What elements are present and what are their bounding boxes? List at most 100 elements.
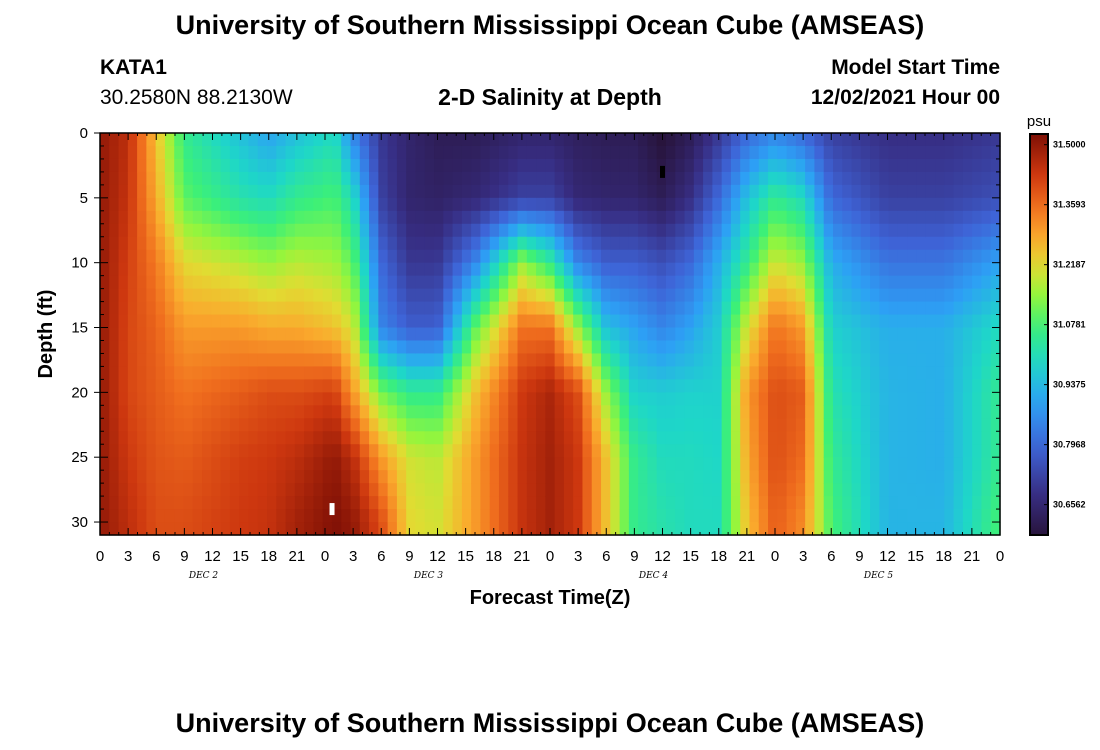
heatmap-cell: [406, 483, 417, 497]
heatmap-cell: [118, 197, 129, 212]
heatmap-cell: [768, 171, 778, 186]
heatmap-cell: [137, 262, 147, 277]
heatmap-cell: [424, 496, 435, 510]
heatmap-cell: [870, 314, 880, 329]
heatmap-cell: [554, 405, 565, 419]
heatmap-cell: [897, 379, 908, 393]
heatmap-cell: [304, 509, 314, 523]
heatmap-cell: [749, 366, 760, 380]
heatmap-cell: [573, 379, 584, 393]
heatmap-cell: [962, 405, 973, 419]
heatmap-cell: [239, 262, 250, 277]
heatmap-cell: [962, 522, 973, 536]
heatmap-cell: [972, 262, 983, 277]
heatmap-cell: [916, 405, 927, 419]
heatmap-cell: [619, 133, 630, 147]
heatmap-cell: [434, 275, 444, 290]
heatmap-cell: [684, 210, 695, 225]
heatmap-cell: [146, 301, 157, 316]
heatmap-cell: [146, 197, 157, 212]
heatmap-cell: [591, 223, 602, 238]
heatmap-cell: [471, 288, 482, 303]
heatmap-cell: [962, 262, 973, 277]
heatmap-cell: [693, 184, 704, 199]
heatmap-cell: [795, 392, 806, 406]
heatmap-cell: [239, 444, 250, 458]
heatmap-cell: [665, 418, 676, 432]
heatmap-cell: [545, 418, 556, 432]
x-tick-label: 3: [349, 548, 357, 565]
heatmap-cell: [498, 223, 509, 238]
heatmap-cell: [137, 184, 147, 199]
heatmap-cell: [638, 496, 649, 510]
heatmap-cell: [814, 405, 825, 419]
heatmap-cell: [786, 262, 797, 277]
heatmap-cell: [229, 509, 240, 523]
heatmap-cell: [211, 405, 222, 419]
heatmap-cell: [879, 171, 890, 186]
heatmap-cell: [239, 379, 250, 393]
heatmap-cell: [276, 379, 287, 393]
heatmap-cell: [276, 496, 287, 510]
heatmap-cell: [795, 301, 806, 316]
heatmap-cell: [758, 483, 769, 497]
heatmap-cell: [721, 327, 732, 342]
heatmap-cell: [257, 483, 268, 497]
heatmap-cell: [480, 249, 491, 264]
heatmap-cell: [229, 236, 240, 251]
heatmap-cell: [526, 236, 537, 251]
heatmap-cell: [879, 314, 890, 329]
heatmap-cell: [712, 210, 723, 225]
heatmap-cell: [118, 509, 129, 523]
heatmap-cell: [675, 483, 686, 497]
heatmap-cell: [146, 145, 157, 160]
heatmap-cell: [795, 444, 806, 458]
heatmap-cell: [220, 133, 231, 147]
heatmap-cell: [387, 262, 398, 277]
heatmap-cell: [471, 314, 482, 329]
heatmap-cell: [656, 418, 667, 432]
heatmap-cell: [461, 288, 472, 303]
heatmap-cell: [517, 249, 528, 264]
heatmap-cell: [795, 457, 806, 471]
heatmap-cell: [498, 470, 509, 484]
heatmap-cell: [925, 366, 936, 380]
heatmap-cell: [517, 353, 528, 368]
heatmap-cell: [526, 379, 537, 393]
heatmap-cell: [897, 236, 908, 251]
heatmap-cell: [563, 184, 574, 199]
heatmap-cell: [684, 418, 695, 432]
heatmap-cell: [693, 366, 704, 380]
heatmap-cell: [276, 184, 287, 199]
heatmap-cell: [396, 133, 407, 147]
heatmap-cell: [851, 249, 862, 264]
heatmap-cell: [953, 405, 964, 419]
heatmap-cell: [981, 392, 992, 406]
heatmap-cell: [693, 145, 704, 160]
chart-title-top: University of Southern Mississippi Ocean…: [175, 10, 925, 40]
heatmap-cell: [109, 366, 120, 380]
heatmap-cell: [786, 327, 797, 342]
heatmap-cell: [619, 418, 630, 432]
heatmap-cell: [155, 509, 166, 523]
heatmap-cell: [684, 236, 695, 251]
heatmap-cell: [276, 353, 287, 368]
heatmap-cell: [786, 249, 797, 264]
heatmap-cell: [378, 262, 389, 277]
heatmap-cell: [693, 392, 704, 406]
heatmap-cell: [127, 470, 138, 484]
heatmap-cell: [248, 249, 259, 264]
heatmap-cell: [304, 236, 314, 251]
heatmap-cell: [693, 444, 704, 458]
heatmap-cell: [675, 262, 686, 277]
heatmap-cell: [656, 288, 667, 303]
heatmap-cell: [582, 340, 593, 355]
heatmap-cell: [647, 223, 658, 238]
heatmap-cell: [842, 444, 853, 458]
heatmap-cell: [285, 158, 296, 173]
heatmap-cell: [378, 301, 389, 316]
heatmap-cell: [944, 158, 955, 173]
heatmap-cell: [461, 314, 472, 329]
heatmap-cell: [498, 496, 509, 510]
heatmap-cell: [758, 379, 769, 393]
